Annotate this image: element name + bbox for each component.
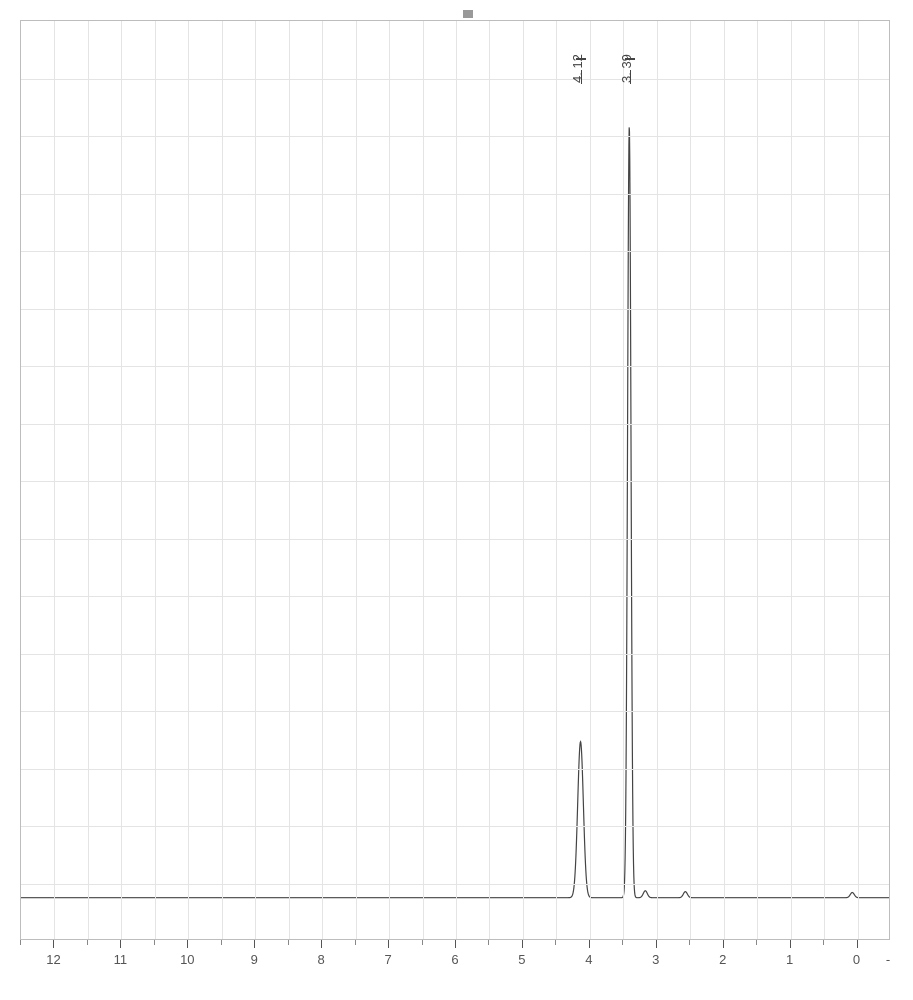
x-axis-label: 3	[641, 952, 671, 967]
grid-line-horizontal	[21, 79, 889, 80]
x-axis-tick-minor	[422, 940, 423, 945]
plot-area	[20, 20, 890, 940]
x-axis-label: 7	[373, 952, 403, 967]
x-axis-tick	[187, 940, 188, 948]
x-axis-tick-minor	[756, 940, 757, 945]
grid-line-horizontal	[21, 769, 889, 770]
x-axis-tick	[723, 940, 724, 948]
x-axis-tick	[522, 940, 523, 948]
grid-line-vertical	[188, 21, 189, 939]
top-marker	[463, 10, 473, 18]
grid-line-vertical	[456, 21, 457, 939]
grid-line-horizontal	[21, 194, 889, 195]
peak-label-lead	[625, 58, 635, 60]
x-axis-tick-minor	[288, 940, 289, 945]
x-axis-label: 5	[507, 952, 537, 967]
grid-line-vertical	[121, 21, 122, 939]
grid-line-vertical	[54, 21, 55, 939]
x-axis-tick-minor	[154, 940, 155, 945]
grid-line-vertical	[824, 21, 825, 939]
grid-line-vertical	[623, 21, 624, 939]
grid-line-vertical	[289, 21, 290, 939]
x-axis-tick-minor	[622, 940, 623, 945]
grid-line-horizontal	[21, 251, 889, 252]
grid-line-vertical	[590, 21, 591, 939]
grid-line-horizontal	[21, 366, 889, 367]
x-axis-tick-minor	[355, 940, 356, 945]
grid-line-vertical	[222, 21, 223, 939]
nmr-chart-container: 1211109876543210- 4. 123. 39	[0, 0, 913, 1000]
spectrum-line	[21, 21, 889, 939]
x-axis-tick-minor	[689, 940, 690, 945]
grid-line-vertical	[489, 21, 490, 939]
grid-line-vertical	[523, 21, 524, 939]
x-axis-tick	[120, 940, 121, 948]
spectrum-path	[21, 127, 889, 897]
x-axis-label: 4	[574, 952, 604, 967]
grid-line-vertical	[858, 21, 859, 939]
x-axis-tick-minor	[555, 940, 556, 945]
x-axis-tick	[321, 940, 322, 948]
x-axis-tick	[656, 940, 657, 948]
grid-line-vertical	[423, 21, 424, 939]
x-axis-tick-minor	[823, 940, 824, 945]
x-axis-tick	[254, 940, 255, 948]
grid-line-horizontal	[21, 424, 889, 425]
x-axis-tick-minor	[221, 940, 222, 945]
grid-line-vertical	[322, 21, 323, 939]
peak-label-tick	[630, 70, 631, 84]
x-axis-tick	[388, 940, 389, 948]
grid-line-horizontal	[21, 481, 889, 482]
x-axis-tick-minor	[87, 940, 88, 945]
x-axis-label: 10	[172, 952, 202, 967]
grid-line-horizontal	[21, 654, 889, 655]
grid-line-vertical	[657, 21, 658, 939]
grid-line-horizontal	[21, 309, 889, 310]
x-axis-tick	[790, 940, 791, 948]
grid-line-vertical	[255, 21, 256, 939]
x-axis-label: 9	[239, 952, 269, 967]
grid-line-vertical	[556, 21, 557, 939]
x-axis-label: 12	[38, 952, 68, 967]
x-axis-tick	[53, 940, 54, 948]
grid-line-horizontal	[21, 596, 889, 597]
x-axis-trailing-dash: -	[873, 952, 903, 967]
grid-line-vertical	[690, 21, 691, 939]
grid-line-vertical	[757, 21, 758, 939]
x-axis-label: 11	[105, 952, 135, 967]
x-axis-tick-minor	[488, 940, 489, 945]
grid-line-vertical	[791, 21, 792, 939]
grid-line-horizontal	[21, 826, 889, 827]
x-axis-label: 1	[775, 952, 805, 967]
x-axis-tick	[857, 940, 858, 948]
grid-line-vertical	[724, 21, 725, 939]
grid-line-horizontal	[21, 539, 889, 540]
x-axis-tick	[455, 940, 456, 948]
grid-line-vertical	[88, 21, 89, 939]
x-axis-tick-minor	[20, 940, 21, 945]
grid-line-horizontal	[21, 884, 889, 885]
x-axis-tick	[589, 940, 590, 948]
x-axis-label: 8	[306, 952, 336, 967]
grid-line-horizontal	[21, 136, 889, 137]
grid-line-horizontal	[21, 711, 889, 712]
x-axis-label: 6	[440, 952, 470, 967]
grid-line-vertical	[389, 21, 390, 939]
peak-label-lead	[576, 58, 586, 60]
peak-label-tick	[581, 70, 582, 84]
x-axis-label: 0	[842, 952, 872, 967]
x-axis-label: 2	[708, 952, 738, 967]
grid-line-vertical	[356, 21, 357, 939]
grid-line-vertical	[155, 21, 156, 939]
